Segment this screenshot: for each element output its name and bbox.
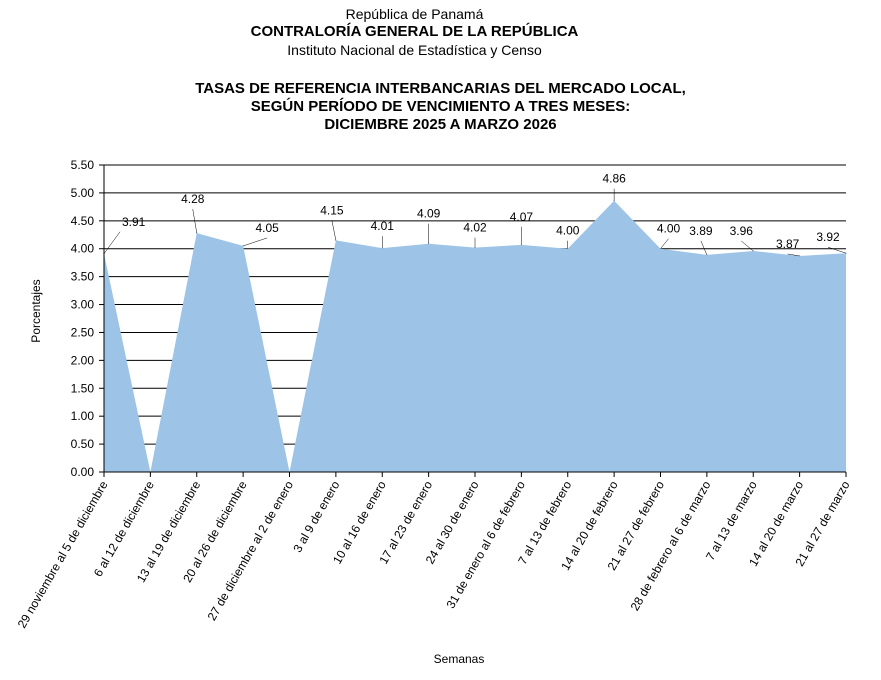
data-label: 3.92: [816, 230, 840, 244]
y-tick-label: 1.00: [71, 409, 95, 423]
data-label-leader: [103, 231, 121, 254]
data-label: 4.00: [657, 222, 681, 236]
data-label: 4.07: [510, 210, 534, 224]
y-tick-label: 2.00: [71, 353, 95, 367]
y-axis-title: Porcentajes: [29, 279, 43, 342]
data-label: 4.09: [417, 207, 441, 221]
area-fill: [104, 200, 846, 472]
y-tick-label: 3.50: [71, 270, 95, 284]
y-tick-label: 3.00: [71, 298, 95, 312]
y-tick-label: 0.00: [71, 465, 95, 479]
y-tick-label: 0.50: [71, 437, 95, 451]
x-tick-label: 3 al 9 de enero: [290, 478, 342, 555]
institute-name: Instituto Nacional de Estadística y Cens…: [287, 42, 542, 58]
x-tick-label: 31 de enero al 6 de febrero: [443, 478, 528, 611]
chart-title-line-3: DICIEMBRE 2025 A MARZO 2026: [324, 116, 557, 133]
data-label: 3.87: [776, 237, 800, 251]
data-label-leader: [787, 253, 800, 257]
y-tick-label: 5.00: [71, 186, 95, 200]
data-labels: 3.91 4.28 4.05 4.15 4.01 4.09 4.02 4.07 4.00 4.86…: [103, 172, 847, 257]
data-label: 4.02: [463, 221, 487, 235]
data-label: 4.05: [255, 221, 279, 235]
data-label: 4.28: [181, 192, 205, 206]
x-tick-label: 27 de diciembre al 2 de enero: [205, 478, 297, 623]
chart-title-line-2: SEGÚN PERÍODO DE VENCIMIENTO A TRES MESE…: [250, 98, 631, 115]
y-tick-label: 2.50: [71, 325, 95, 339]
x-tick-label: 29 noviembre al 5 de diciembre: [15, 478, 111, 630]
x-tick-label: 28 de febrero al 6 de marzo: [628, 478, 714, 613]
data-label: 4.15: [320, 203, 344, 217]
data-label-leader: [660, 238, 669, 249]
data-label-leader: [192, 209, 197, 234]
data-label-leader: [827, 246, 847, 254]
y-tick-label: 5.50: [71, 158, 95, 172]
data-label: 3.91: [122, 215, 146, 229]
axes: [99, 164, 847, 477]
x-axis-title: Semanas: [434, 652, 485, 666]
data-label: 3.96: [730, 224, 754, 238]
y-tick-label: 4.50: [71, 214, 95, 228]
data-label-leader: [741, 240, 754, 252]
chart-title-line-1: TASAS DE REFERENCIA INTERBANCARIAS DEL M…: [195, 80, 686, 97]
country-name: República de Panamá: [345, 6, 484, 22]
y-tick-label: 4.00: [71, 242, 95, 256]
data-label: 4.00: [556, 224, 580, 238]
x-tick-label: 7 al 13 de marzo: [703, 478, 760, 563]
data-label-leader: [700, 240, 708, 255]
y-tick-labels: 0.00 0.50 1.00 1.50 2.00 2.50 3.00 3.50 4.00 4.50…: [71, 158, 95, 479]
data-label-leader: [243, 237, 268, 247]
y-tick-label: 1.50: [71, 381, 95, 395]
data-label: 3.89: [689, 224, 713, 238]
institution-name: CONTRALORÍA GENERAL DE LA REPÚBLICA: [250, 23, 579, 40]
data-label: 4.01: [371, 219, 395, 233]
data-label-leader: [331, 220, 337, 241]
data-label: 4.86: [602, 172, 626, 186]
